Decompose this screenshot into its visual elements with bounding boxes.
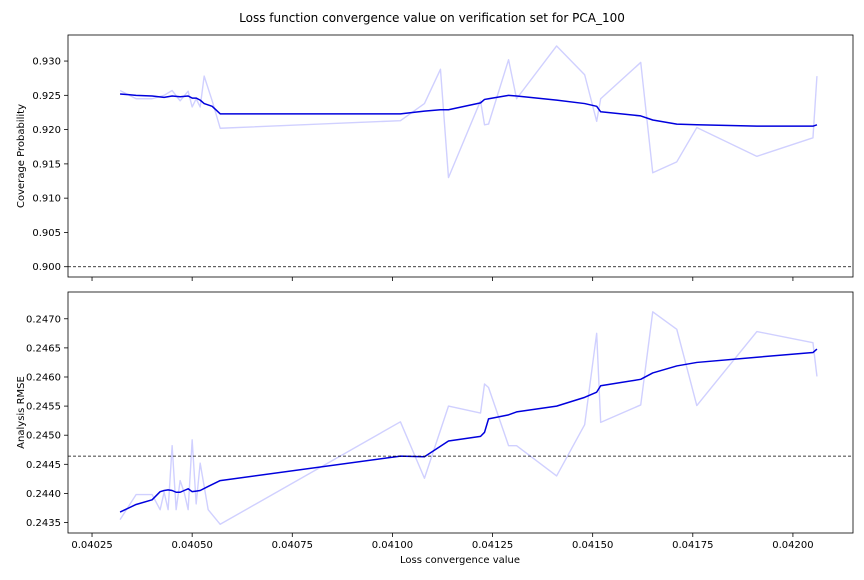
x-tick-label: 0.04100 (372, 540, 413, 551)
panel-1-y-tick-label: 0.930 (32, 57, 61, 68)
panel-2-raw-series-line (119, 311, 818, 525)
panel-1-y-tick-label: 0.915 (32, 159, 61, 170)
x-tick-label: 0.04125 (472, 540, 513, 551)
panel-2-frame (67, 291, 854, 534)
panel-2-y-tick-label: 0.2435 (26, 518, 61, 529)
panel-1-y-tick-label: 0.920 (32, 125, 61, 136)
x-axis-label: Loss convergence value (400, 555, 520, 566)
x-tick-label: 0.04150 (572, 540, 613, 551)
panel-1-y-tick-label: 0.925 (32, 91, 61, 102)
panel-1-y-axis-label: Coverage Probability (16, 104, 27, 208)
x-tick-label: 0.04075 (272, 540, 313, 551)
panel-2-y-tick-label: 0.2465 (26, 343, 61, 354)
panel-1-y-tick-label: 0.910 (32, 194, 61, 205)
chart-title: Loss function convergence value on verif… (239, 11, 625, 25)
panel-2-y-axis-label: Analysis RMSE (16, 376, 27, 449)
x-tick-label: 0.04025 (71, 540, 112, 551)
panel-2-y-tick-label: 0.2460 (26, 372, 61, 383)
panel-2-y-tick-label: 0.2455 (26, 402, 61, 413)
panel-2-y-tick-label: 0.2450 (26, 431, 61, 442)
panel-1-y-tick-label: 0.900 (32, 262, 61, 273)
panel-1-y-tick-label: 0.905 (32, 228, 61, 239)
panel-2: 0.2435 0.2440 0.2445 0.2450 0.2455 0.2460 0.24… (16, 291, 854, 551)
panel-1: 0.900 0.905 0.910 0.915 0.920 0.925 0.930 Cover… (16, 34, 854, 281)
x-tick-label: 0.04200 (772, 540, 813, 551)
panel-2-y-tick-label: 0.2445 (26, 460, 61, 471)
panel-2-y-tick-label: 0.2470 (26, 314, 61, 325)
x-tick-label: 0.04050 (171, 540, 212, 551)
panel-2-y-tick-label: 0.2440 (26, 489, 61, 500)
x-tick-label: 0.04175 (672, 540, 713, 551)
panel-1-smooth-series-line (120, 93, 818, 127)
panel-1-frame (67, 34, 854, 278)
panel-2-smooth-series-line (119, 348, 818, 513)
panel-1-raw-series-line (119, 45, 818, 179)
chart-panels: 0.900 0.905 0.910 0.915 0.920 0.925 0.930 Cover… (16, 34, 854, 551)
